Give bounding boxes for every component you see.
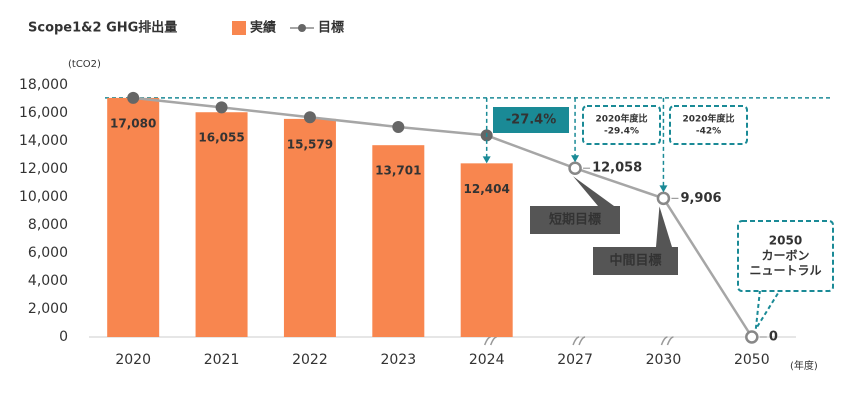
bar-value-label: 13,701 <box>375 164 421 178</box>
annotation-text: -29.4% <box>604 127 639 137</box>
callout-label: 中間目標 <box>609 253 661 269</box>
reduction-box <box>493 107 569 133</box>
callout-pointer <box>754 289 781 330</box>
callout-label: 短期目標 <box>549 212 601 228</box>
target-marker <box>215 101 228 114</box>
line-value-label: 0 <box>769 330 778 345</box>
bar <box>372 145 425 337</box>
legend-marker <box>298 24 306 32</box>
y-tick-label: 14,000 <box>19 133 68 149</box>
x-tick-label: 2024 <box>469 352 505 368</box>
x-tick-label: 2050 <box>734 352 770 368</box>
annotation-text: ニュートラル <box>749 264 821 278</box>
x-tick-label: 2023 <box>380 352 416 368</box>
x-unit: (年度) <box>790 359 818 372</box>
bar <box>195 112 248 337</box>
bar-value-label: 16,055 <box>198 131 244 145</box>
y-tick-label: 6,000 <box>28 245 68 261</box>
callout-pointer <box>573 176 614 206</box>
arrow-head <box>482 156 491 164</box>
callout-pointer <box>656 206 672 247</box>
bar <box>460 163 513 337</box>
target-marker <box>392 121 405 133</box>
annotation-text: 2020年度比 <box>595 113 647 125</box>
callout-box <box>530 206 620 234</box>
y-tick-label: 4,000 <box>28 273 68 289</box>
annotation-text: カーボン <box>761 248 809 263</box>
target-line <box>133 96 753 338</box>
x-tick-label: 2030 <box>646 352 682 368</box>
y-tick-label: 10,000 <box>19 189 68 205</box>
y-tick-label: 16,000 <box>19 105 68 121</box>
y-tick-label: 2,000 <box>28 301 68 317</box>
annotation-box <box>669 105 748 145</box>
bar-value-label: 15,579 <box>287 137 333 151</box>
y-tick-label: 0 <box>59 329 68 345</box>
annotation-box <box>737 220 834 292</box>
reduction-label: -27.4% <box>506 113 557 128</box>
callout-box <box>593 247 678 275</box>
x-tick-label: 2021 <box>204 352 240 368</box>
axis-break <box>572 336 586 346</box>
target-marker <box>745 330 759 344</box>
x-tick-label: 2022 <box>292 352 328 368</box>
y-tick-label: 8,000 <box>28 217 68 233</box>
y-tick-label: 12,000 <box>19 161 68 177</box>
legend-swatch <box>232 21 246 35</box>
bar <box>283 118 336 337</box>
annotation-box <box>582 105 661 145</box>
y-unit: (tCO2) <box>68 59 101 70</box>
bar-value-label: 17,080 <box>110 116 156 130</box>
target-marker <box>127 91 140 104</box>
annotation-text: -42% <box>696 127 721 137</box>
legend-label: 実績 <box>250 20 276 36</box>
bar <box>107 97 160 337</box>
x-tick-label: 2027 <box>557 352 593 368</box>
annotation-text: 2050 <box>769 234 802 248</box>
target-marker <box>303 111 316 124</box>
target-marker <box>656 191 671 206</box>
axis-break <box>483 336 497 346</box>
line-value-label: 9,906 <box>680 191 721 206</box>
chart-title: Scope1&2 GHG排出量 <box>28 20 177 36</box>
bar-value-label: 12,404 <box>464 182 510 196</box>
line-value-label: 12,058 <box>592 161 642 176</box>
x-tick-label: 2020 <box>115 352 151 368</box>
axis-break <box>660 336 674 346</box>
arrow-head <box>571 155 580 163</box>
annotation-text: 2020年度比 <box>682 113 734 125</box>
y-tick-label: 18,000 <box>19 77 68 93</box>
legend-label: 目標 <box>318 20 344 36</box>
arrow-head <box>659 185 668 193</box>
target-marker <box>568 161 582 175</box>
